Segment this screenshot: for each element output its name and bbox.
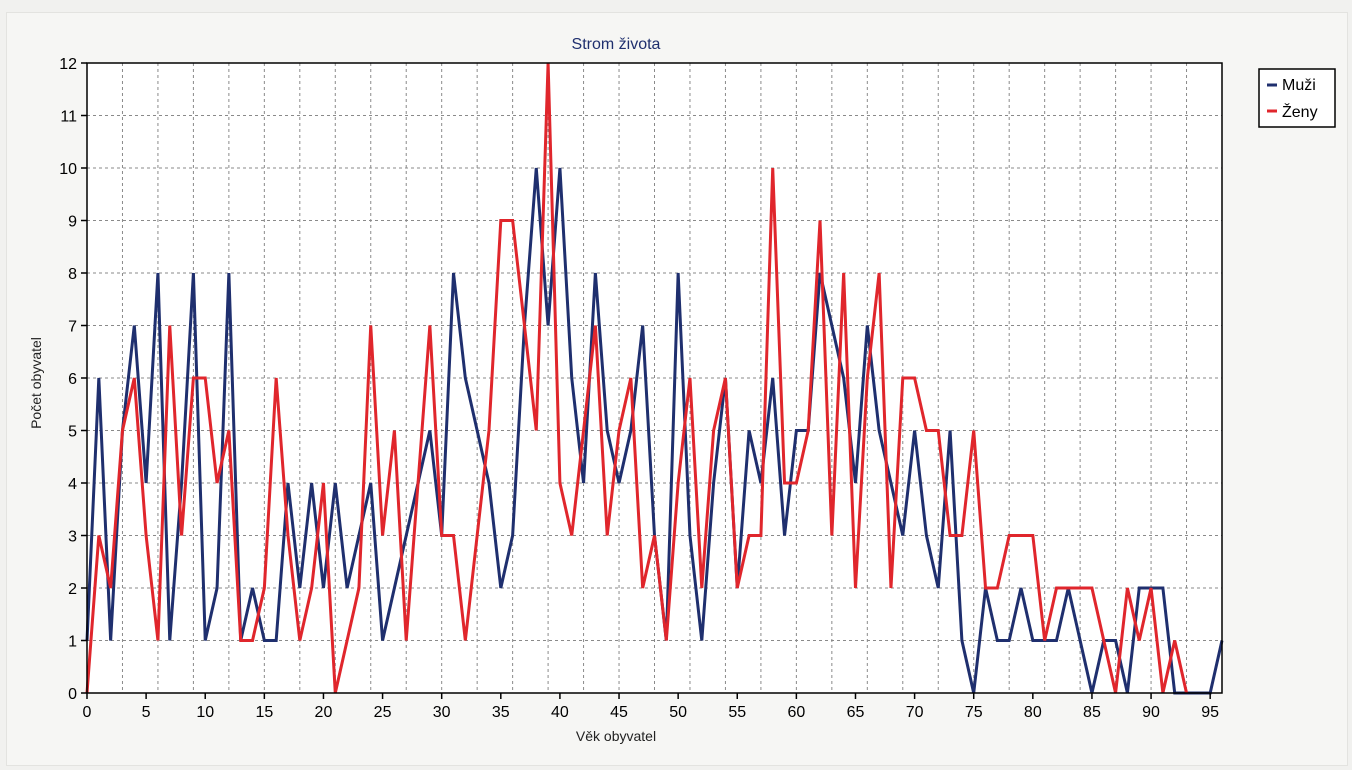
y-axis-label: Počet obyvatel bbox=[28, 337, 44, 429]
series-layer bbox=[85, 62, 1224, 695]
x-tick-label: 65 bbox=[847, 704, 865, 721]
x-tick-label: 85 bbox=[1083, 704, 1101, 721]
x-tick-label: 45 bbox=[610, 704, 628, 721]
x-tick-label: 40 bbox=[551, 704, 569, 721]
y-tick-label: 8 bbox=[68, 266, 77, 283]
grid bbox=[86, 62, 1223, 694]
x-tick-label: 10 bbox=[196, 704, 214, 721]
x-tick-label: 20 bbox=[315, 704, 333, 721]
x-tick-label: 55 bbox=[728, 704, 746, 721]
y-tick-label: 12 bbox=[59, 56, 77, 73]
chart-title: Strom života bbox=[572, 36, 661, 53]
y-tick-label: 0 bbox=[68, 686, 77, 703]
y-tick-label: 5 bbox=[68, 424, 77, 441]
chart-frame: 0 5 10 15 20 25 30 35 40 45 50 55 60 65 70 75 80 85 90 95 0 1… bbox=[6, 12, 1348, 766]
y-tick-label: 7 bbox=[68, 319, 77, 336]
y-tick-label: 3 bbox=[68, 529, 77, 546]
y-tick-label: 10 bbox=[59, 161, 77, 178]
x-tick-label: 5 bbox=[142, 704, 151, 721]
x-tick-label: 0 bbox=[83, 704, 92, 721]
y-tick-label: 6 bbox=[68, 371, 77, 388]
series-line-zeny bbox=[85, 62, 1188, 694]
x-tick-label: 15 bbox=[255, 704, 273, 721]
axes: 0 5 10 15 20 25 30 35 40 45 50 55 60 65 70 75 80 85 90 9501… bbox=[59, 56, 1223, 721]
y-tick-label: 1 bbox=[68, 634, 77, 651]
x-tick-label: 60 bbox=[787, 704, 805, 721]
y-tick-label: 4 bbox=[68, 476, 77, 493]
x-tick-label: 95 bbox=[1201, 704, 1219, 721]
x-axis-label: Věk obyvatel bbox=[576, 728, 656, 744]
x-tick-label: 35 bbox=[492, 704, 510, 721]
x-tick-label: 70 bbox=[906, 704, 924, 721]
line-chart: 0 5 10 15 20 25 30 35 40 45 50 55 60 65 70 75 80 85 90 9501… bbox=[28, 36, 1336, 744]
x-tick-label: 25 bbox=[374, 704, 392, 721]
y-tick-label: 11 bbox=[60, 109, 77, 126]
x-tick-label: 80 bbox=[1024, 704, 1042, 721]
x-tick-label: 75 bbox=[965, 704, 983, 721]
legend-label-muzi: Muži bbox=[1282, 77, 1316, 94]
x-tick-label: 90 bbox=[1142, 704, 1160, 721]
y-tick-label: 2 bbox=[68, 581, 77, 598]
legend: Muži Ženy bbox=[1258, 68, 1336, 128]
x-tick-label: 50 bbox=[669, 704, 687, 721]
legend-label-zeny: Ženy bbox=[1282, 102, 1318, 121]
x-tick-label: 30 bbox=[433, 704, 451, 721]
y-tick-label: 9 bbox=[68, 214, 77, 231]
legend-box bbox=[1258, 68, 1336, 128]
